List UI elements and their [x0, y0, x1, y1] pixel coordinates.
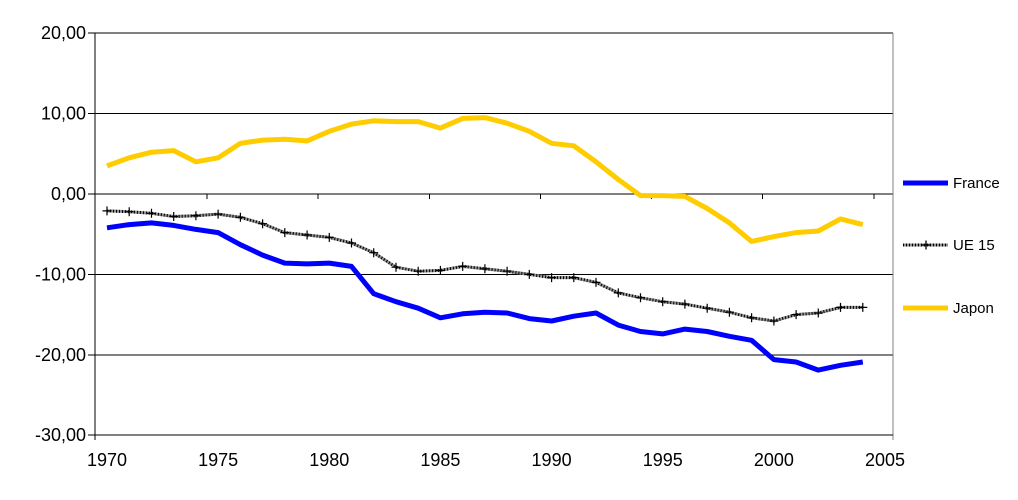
- x-tick-label: 1995: [643, 450, 683, 470]
- legend-label-france: France: [953, 174, 1000, 192]
- legend-label-japon: Japon: [953, 299, 994, 317]
- x-tick-label: 1990: [532, 450, 572, 470]
- x-tick-label: 1980: [309, 450, 349, 470]
- series-line-japon: [106, 115, 864, 244]
- x-tick-label: 1975: [198, 450, 238, 470]
- france-line-swatch: [903, 180, 948, 186]
- legend-item-france: France: [901, 174, 1000, 192]
- ue15-line-swatch: [903, 240, 948, 250]
- y-tick-label: 10,00: [41, 104, 86, 124]
- y-tick-label: 20,00: [41, 23, 86, 43]
- legend-item-japon: Japon: [901, 299, 994, 317]
- series-line-ue15: [106, 209, 863, 323]
- y-tick-label: -30,00: [35, 425, 86, 445]
- x-tick-label: 2000: [754, 450, 794, 470]
- legend-label-ue15: UE 15: [953, 236, 995, 254]
- y-tick-label: 0,00: [51, 184, 86, 204]
- y-tick-label: -20,00: [35, 345, 86, 365]
- x-tick-label: 1985: [420, 450, 460, 470]
- legend-item-ue15: UE 15: [901, 236, 995, 254]
- series-line-ue15-markers: [102, 206, 868, 326]
- japon-line-swatch: [903, 305, 948, 311]
- series-line-france: [106, 220, 864, 373]
- y-tick-label: -10,00: [35, 264, 86, 284]
- x-tick-label: 1970: [87, 450, 127, 470]
- x-tick-label: 2005: [865, 450, 905, 470]
